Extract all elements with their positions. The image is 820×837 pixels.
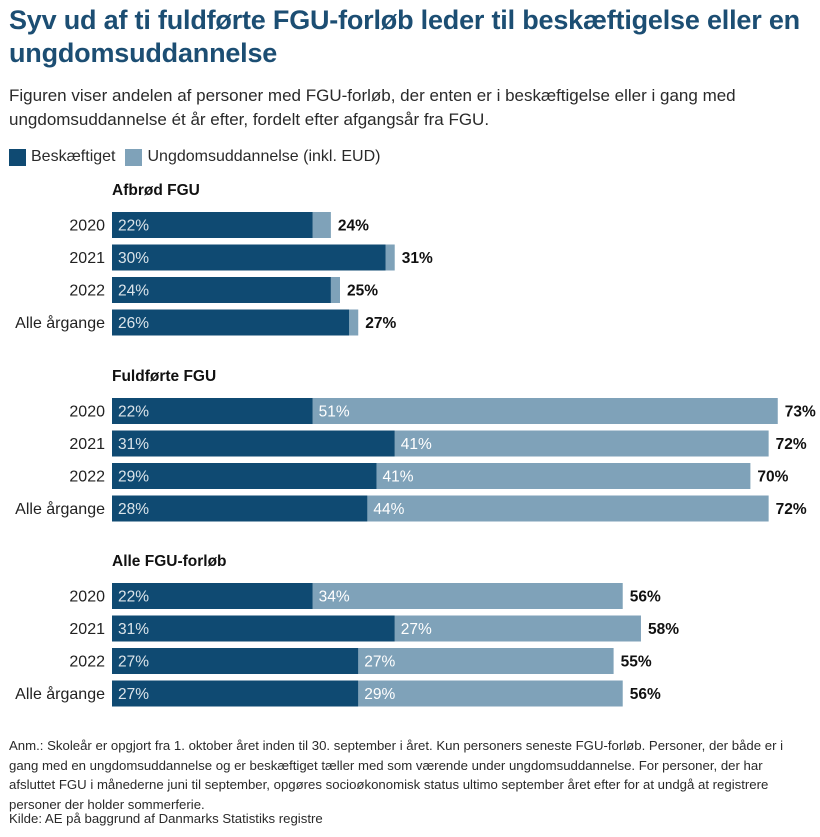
category-label: 2022 [69,469,105,486]
category-label: Alle årgange [15,685,105,703]
data-label-education: 41% [382,469,413,486]
legend-item-employed: Beskæftiget [9,148,115,166]
category-label: 2020 [69,589,105,606]
bar-employed [112,212,313,238]
data-label-employed: 27% [118,686,149,703]
bar-employed [112,463,377,489]
group-title: Fuldførte FGU [112,368,216,385]
data-label-education: 29% [364,686,395,703]
chart-subtitle: Figuren viser andelen af personer med FG… [9,86,736,129]
bar-education [394,430,769,457]
data-label-employed: 31% [118,436,149,453]
data-label-employed: 22% [118,218,149,235]
group-title: Alle FGU-forløb [112,553,227,570]
data-label-employed: 22% [118,404,149,421]
bar-employed [112,244,386,271]
data-label-employed: 22% [118,589,149,606]
data-label-education: 27% [364,654,395,671]
data-label-education: 34% [319,589,350,606]
legend-swatch-employed [9,148,26,166]
data-label-employed: 28% [118,501,149,518]
legend-label-education: Ungdomsuddannelse (inkl. EUD) [147,148,381,165]
data-label-employed: 24% [118,283,149,300]
data-label-total: 31% [402,250,433,267]
legend-label-employed: Beskæftiget [31,148,116,165]
legend: Beskæftiget Ungdomsuddannelse (inkl. EUD… [9,146,390,168]
data-label-total: 27% [365,315,396,332]
bar-employed [112,309,350,336]
bar-education [367,495,769,522]
data-label-employed: 29% [118,469,149,486]
category-label: 2020 [69,218,105,235]
data-label-employed: 30% [118,250,149,267]
bar-employed [112,277,331,303]
bar-education [330,277,340,303]
category-label: Alle årgange [15,314,105,332]
data-label-education: 44% [373,501,404,518]
category-label: 2021 [69,621,105,638]
source-note: Kilde: AE på baggrund af Danmarks Statis… [9,811,323,826]
bar-employed [112,648,359,674]
footnote: Anm.: Skoleår er opgjort fra 1. oktober … [9,738,784,812]
bar-education [312,398,778,424]
bar-education [376,463,751,489]
bar-education [394,615,641,642]
bar-employed [112,615,395,642]
data-label-total: 73% [785,404,816,421]
data-label-employed: 26% [118,315,149,332]
stacked-bar-chart: Afbrød FGU 2020 22% 24% 2021 30% 31% 2022 24% 25%… [15,182,816,707]
data-label-total: 72% [776,501,807,518]
data-label-total: 58% [648,621,679,638]
bar-education [349,309,359,336]
data-label-total: 56% [630,686,661,703]
bar-education [358,648,614,674]
data-label-education: 51% [319,404,350,421]
bar-education [312,583,623,609]
data-label-total: 56% [630,589,661,606]
data-label-total: 72% [776,436,807,453]
bar-education [358,680,623,707]
data-label-total: 70% [757,469,788,486]
bar-employed [112,430,395,457]
category-label: 2022 [69,654,105,671]
data-label-employed: 27% [118,654,149,671]
bar-education [312,212,331,238]
bar-employed [112,398,313,424]
legend-item-education: Ungdomsuddannelse (inkl. EUD) [125,148,380,166]
category-label: 2022 [69,283,105,300]
category-label: Alle årgange [15,500,105,518]
category-label: 2021 [69,250,105,267]
data-label-education: 41% [401,436,432,453]
data-label-education: 27% [401,621,432,638]
legend-swatch-education [125,148,143,166]
group-title: Afbrød FGU [112,182,200,199]
bar-employed [112,495,368,522]
chart-title: Syv ud af ti fuldførte FGU-forløb leder … [9,5,800,68]
bar-employed [112,583,313,609]
bar-education [385,244,395,271]
data-label-total: 25% [347,283,378,300]
data-label-total: 55% [621,654,652,671]
bar-employed [112,680,359,707]
category-label: 2021 [69,436,105,453]
data-label-total: 24% [338,218,369,235]
category-label: 2020 [69,404,105,421]
data-label-employed: 31% [118,621,149,638]
